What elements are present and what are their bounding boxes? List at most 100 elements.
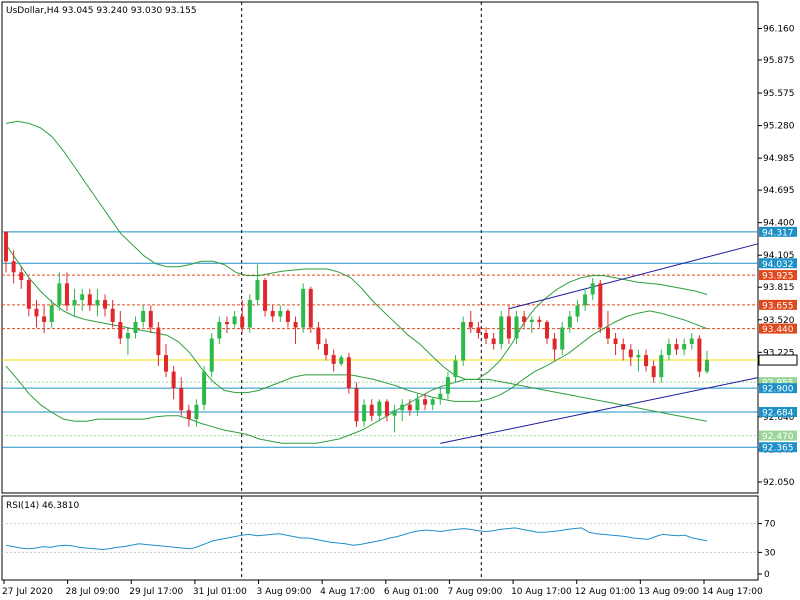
session-dividers [241, 2, 482, 580]
rsi-line [5, 527, 708, 551]
candle-body [285, 310, 290, 322]
candle-body [644, 355, 649, 367]
candlesticks [4, 231, 709, 433]
price-tick-label: 95.875 [763, 56, 795, 66]
candle-body [491, 338, 496, 345]
level-tag [759, 299, 797, 310]
candle-body [171, 371, 176, 389]
time-tick-label: 6 Aug 01:00 [384, 587, 439, 597]
bollinger-bands [5, 120, 708, 444]
time-tick-label: 12 Aug 01:00 [575, 587, 636, 597]
candle-body [34, 308, 39, 317]
time-tick-label: 28 Jul 09:00 [66, 587, 120, 597]
candle-body [72, 299, 77, 306]
candle-body [628, 349, 633, 358]
band-lower [5, 365, 708, 444]
candle-body [514, 316, 519, 339]
candle-body [522, 316, 527, 322]
level-tag-label: 92.684 [762, 409, 794, 419]
level-tag-label: 94.032 [762, 260, 794, 270]
candle-body [224, 321, 229, 325]
candle-body [263, 280, 268, 311]
time-tick-label: 14 Aug 17:00 [702, 587, 763, 597]
candle-body [324, 344, 329, 356]
candle-body [308, 288, 313, 328]
candle-body [118, 321, 123, 339]
candle-body [384, 401, 389, 416]
candle-body [49, 305, 54, 322]
candle-body [636, 355, 641, 358]
candle-body [674, 344, 679, 350]
main-panel [1, 1, 759, 494]
candle-body [369, 404, 374, 416]
price-tick-label: 94.985 [763, 154, 795, 164]
candle-body [484, 333, 489, 339]
price-tick-label: 96.160 [763, 24, 795, 34]
candle-body [407, 404, 412, 411]
candle-body [590, 283, 595, 295]
candle-body [26, 280, 31, 309]
candle-body [544, 321, 549, 339]
candle-body [156, 327, 161, 356]
price-tick-label: 94.105 [763, 251, 795, 261]
level-tag [759, 323, 797, 334]
candle-body [552, 338, 557, 350]
candle-body [377, 401, 382, 416]
level-tag [759, 430, 797, 441]
level-tag [758, 354, 798, 366]
candle-body [499, 316, 504, 345]
rsi-tick-label: 30 [764, 548, 776, 558]
candle-body [529, 319, 534, 322]
candle-body [19, 272, 24, 281]
candle-body [217, 321, 222, 339]
level-tag-label: 93.655 [762, 301, 794, 311]
candle-body [659, 355, 664, 378]
time-tick-label: 13 Aug 09:00 [638, 587, 699, 597]
candle-body [560, 327, 565, 350]
candle-body [57, 283, 62, 306]
candle-body [4, 231, 8, 262]
symbol-label: UsDollar,H4 [6, 6, 60, 16]
candle-body [468, 321, 473, 328]
time-tick-label: 7 Aug 09:00 [447, 587, 502, 597]
candle-body [240, 316, 245, 328]
level-tag [759, 377, 797, 388]
time-tick-label: 4 Aug 17:00 [320, 587, 375, 597]
candle-body [438, 393, 443, 400]
candle-body [331, 355, 336, 364]
candle-body [415, 399, 420, 411]
candle-body [301, 288, 306, 328]
level-tag-label: 92.470 [762, 432, 794, 442]
time-tick-label: 3 Aug 09:00 [257, 587, 312, 597]
candle-body [567, 316, 572, 328]
candle-body [666, 344, 671, 356]
channel-upper-line [508, 243, 759, 310]
rsi-label: RSI(14) 46.3810 [6, 501, 79, 511]
level-tag-label: 93.925 [762, 272, 794, 282]
candle-body [42, 316, 47, 322]
candle-body [148, 310, 153, 328]
candle-body [293, 321, 298, 328]
band-upper [5, 120, 708, 380]
time-tick-label: 27 Jul 2020 [2, 587, 53, 597]
candle-body [133, 321, 138, 334]
price-tick-label: 93.815 [763, 283, 795, 293]
candle-body [476, 327, 481, 334]
candle-body [247, 299, 252, 328]
candle-body [575, 305, 580, 317]
candle-body [621, 344, 626, 350]
level-tag [759, 383, 797, 394]
price-tick-label: 95.280 [763, 122, 795, 132]
candle-body [87, 294, 92, 306]
candle-body [194, 404, 199, 420]
level-tag [759, 270, 797, 281]
time-tick-label: 10 Aug 17:00 [511, 587, 572, 597]
channel-lower-line [440, 377, 759, 444]
candle-body [316, 327, 321, 345]
price-tick-label: 92.050 [763, 478, 795, 488]
candle-body [186, 410, 191, 420]
rsi-indicator: 70 30 0 [2, 520, 776, 580]
level-tag [759, 407, 797, 418]
candle-body [689, 338, 694, 345]
